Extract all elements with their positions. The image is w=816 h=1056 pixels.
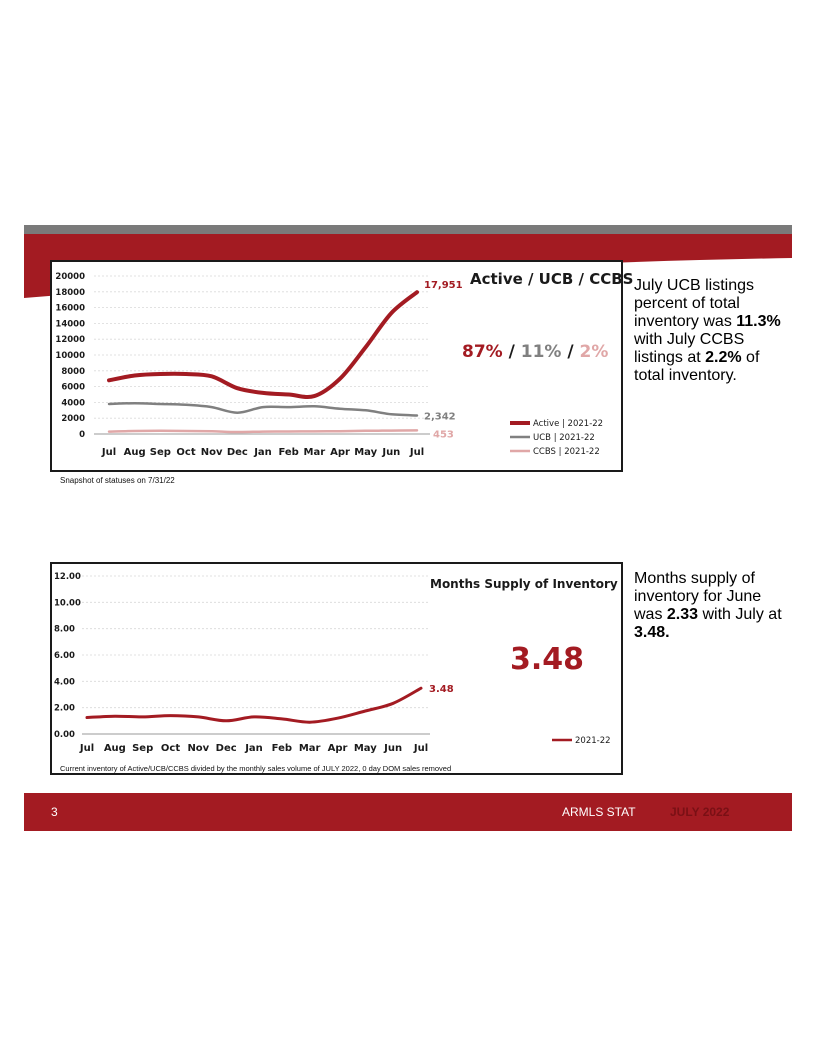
months-supply-chart-panel: 12.00 10.00 8.00 6.00 4.00 2.00 0.00 Jul Aug Sep O… bbox=[50, 562, 623, 775]
x-tick-label: Jun bbox=[383, 743, 402, 754]
series-line bbox=[107, 429, 419, 434]
chart1-title: Active / UCB / CCBS bbox=[470, 270, 634, 288]
y-tick-label: 20000 bbox=[55, 272, 85, 282]
share-separator: / bbox=[508, 342, 515, 362]
y-tick-label: 4.00 bbox=[54, 677, 75, 687]
x-tick-label: Jan bbox=[253, 447, 272, 458]
y-tick-label: 4000 bbox=[61, 398, 85, 408]
legend-label: UCB | 2021-22 bbox=[533, 433, 595, 443]
x-tick-label: Feb bbox=[272, 743, 292, 754]
status-share-summary: 87% / 11% / 2% bbox=[462, 342, 608, 362]
y-tick-label: 2.00 bbox=[54, 704, 75, 714]
y-tick-label: 14000 bbox=[55, 319, 85, 329]
active-ucb-ccbs-chart-panel: 20000 18000 16000 14000 12000 10000 8000 6000 40… bbox=[50, 260, 633, 472]
footer-bar: 3 ARMLS STAT JULY 2022 bbox=[24, 793, 792, 831]
x-tick-label: Aug bbox=[124, 447, 146, 458]
snapshot-caption: Snapshot of statuses on 7/31/22 bbox=[60, 476, 175, 485]
x-tick-label: Jul bbox=[79, 743, 94, 754]
footer-brand: ARMLS STAT bbox=[562, 805, 636, 819]
legend-label: Active | 2021-22 bbox=[533, 419, 603, 429]
x-tick-label: Mar bbox=[299, 743, 321, 754]
y-tick-label: 8.00 bbox=[54, 625, 75, 635]
x-tick-label: Mar bbox=[304, 447, 326, 458]
end-value-label: 453 bbox=[433, 429, 454, 440]
x-tick-label: Jul bbox=[101, 447, 116, 458]
x-tick-label: Feb bbox=[278, 447, 298, 458]
x-tick-label: Jun bbox=[381, 447, 400, 458]
x-tick-label: May bbox=[354, 447, 377, 458]
header-gray-band bbox=[24, 225, 792, 234]
x-tick-label: Sep bbox=[150, 447, 171, 458]
x-tick-label: Sep bbox=[132, 743, 153, 754]
active-share: 87% bbox=[462, 342, 503, 362]
y-tick-label: 6.00 bbox=[54, 651, 75, 661]
x-tick-label: May bbox=[354, 743, 377, 754]
end-value-label: 3.48 bbox=[429, 684, 454, 695]
y-tick-label: 18000 bbox=[55, 288, 85, 298]
y-tick-label: 0.00 bbox=[54, 730, 75, 740]
share-separator: / bbox=[567, 342, 574, 362]
x-tick-label: Nov bbox=[201, 447, 223, 458]
x-tick-label: Jul bbox=[409, 447, 424, 458]
months-supply-headline-value: 3.48 bbox=[510, 642, 585, 677]
y-tick-label: 12.00 bbox=[54, 572, 81, 582]
end-value-label: 2,342 bbox=[424, 411, 456, 422]
months-supply-chart: 12.00 10.00 8.00 6.00 4.00 2.00 0.00 Jul Aug Sep O… bbox=[54, 572, 611, 754]
ucb-share: 11% bbox=[520, 342, 562, 362]
x-tick-label: Dec bbox=[227, 447, 248, 458]
ccbs-share: 2% bbox=[579, 342, 609, 362]
series-line bbox=[107, 290, 419, 400]
end-value-label: 17,951 bbox=[424, 280, 463, 291]
x-tick-label: Dec bbox=[216, 743, 237, 754]
y-tick-label: 8000 bbox=[61, 367, 85, 377]
x-tick-label: Nov bbox=[187, 743, 209, 754]
x-tick-label: Oct bbox=[176, 447, 195, 458]
active-ucb-ccbs-chart: 2000018000160001400012000100008000600040… bbox=[55, 272, 603, 458]
months-supply-note: Months supply of inventory for June was … bbox=[634, 570, 782, 641]
series-line bbox=[85, 686, 423, 724]
y-tick-label: 0 bbox=[79, 430, 85, 440]
ucb-percent-note: July UCB listings percent of total inven… bbox=[634, 277, 781, 384]
y-tick-label: 2000 bbox=[61, 414, 85, 424]
chart2-title: Months Supply of Inventory bbox=[430, 577, 618, 591]
x-tick-label: Jul bbox=[413, 743, 428, 754]
y-tick-label: 10000 bbox=[55, 351, 85, 361]
x-tick-label: Jan bbox=[244, 743, 263, 754]
page-number: 3 bbox=[51, 805, 58, 819]
y-tick-label: 12000 bbox=[55, 335, 85, 345]
y-tick-label: 16000 bbox=[55, 304, 85, 314]
x-tick-label: Apr bbox=[330, 447, 350, 458]
y-tick-label: 10.00 bbox=[54, 598, 81, 608]
x-tick-label: Oct bbox=[161, 743, 180, 754]
legend-label: CCBS | 2021-22 bbox=[533, 447, 600, 457]
footer-period: JULY 2022 bbox=[670, 805, 730, 819]
x-tick-label: Aug bbox=[104, 743, 126, 754]
y-tick-label: 6000 bbox=[61, 383, 85, 393]
legend-label: 2021-22 bbox=[575, 736, 611, 746]
months-supply-caption: Current inventory of Active/UCB/CCBS div… bbox=[60, 764, 452, 773]
x-tick-label: Apr bbox=[328, 743, 348, 754]
series-line bbox=[107, 401, 419, 417]
